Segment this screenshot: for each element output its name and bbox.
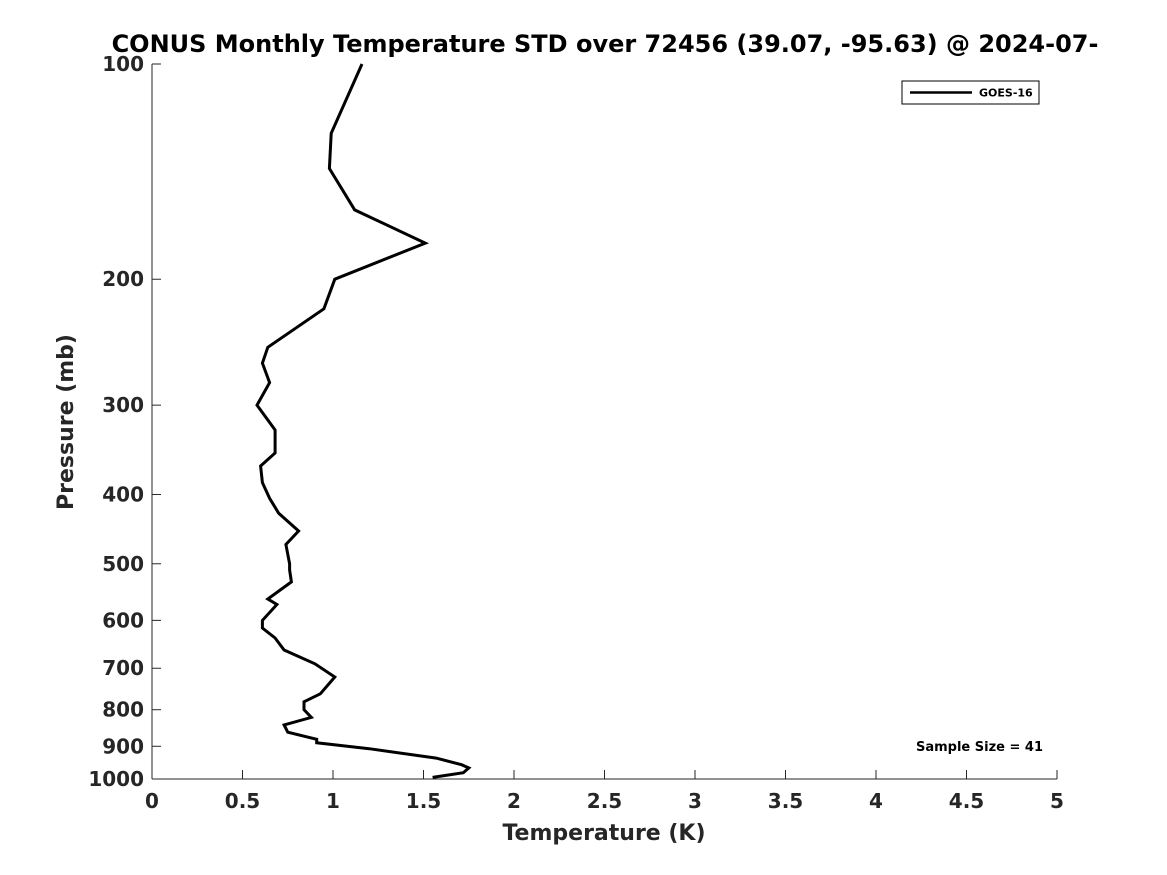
x-tick-label: 2 bbox=[507, 789, 521, 813]
y-tick-label: 300 bbox=[102, 393, 144, 417]
y-tick-label: 900 bbox=[102, 734, 144, 758]
series-layer bbox=[255, 63, 472, 779]
y-tick-label: 500 bbox=[102, 552, 144, 576]
x-tick-label: 3.5 bbox=[768, 789, 803, 813]
x-tick-label: 4 bbox=[869, 789, 883, 813]
x-tick-label: 4.5 bbox=[949, 789, 984, 813]
y-tick-label: 600 bbox=[102, 608, 144, 632]
y-ticks: 100 200 300 400 500 600 700 800 900 1000 bbox=[88, 52, 161, 791]
x-tick-label: 0.5 bbox=[225, 789, 260, 813]
chart-title: CONUS Monthly Temperature STD over 72456… bbox=[112, 30, 1099, 58]
y-tick-label: 200 bbox=[102, 267, 144, 291]
x-axis-label: Temperature (K) bbox=[502, 821, 705, 846]
x-tick-label: 0 bbox=[145, 789, 159, 813]
y-tick-label: 400 bbox=[102, 482, 144, 506]
x-tick-label: 1.5 bbox=[406, 789, 441, 813]
y-tick-label: 1000 bbox=[88, 767, 144, 791]
legend: GOES-16 bbox=[901, 80, 1040, 105]
x-ticks: 0 0.5 1 1.5 2 2.5 3 3.5 4 4.5 5 bbox=[145, 770, 1064, 813]
legend-label-goes-16: GOES-16 bbox=[979, 87, 1033, 100]
series-line-goes-16 bbox=[255, 63, 472, 779]
y-tick-label: 100 bbox=[102, 52, 144, 76]
x-tick-label: 1 bbox=[326, 789, 340, 813]
sample-size-annotation: Sample Size = 41 bbox=[916, 740, 1043, 755]
y-axis-label: Pressure (mb) bbox=[54, 334, 79, 510]
y-tick-label: 800 bbox=[102, 698, 144, 722]
y-tick-label: 700 bbox=[102, 656, 144, 680]
x-tick-label: 3 bbox=[688, 789, 702, 813]
x-tick-label: 5 bbox=[1050, 789, 1064, 813]
x-tick-label: 2.5 bbox=[587, 789, 622, 813]
